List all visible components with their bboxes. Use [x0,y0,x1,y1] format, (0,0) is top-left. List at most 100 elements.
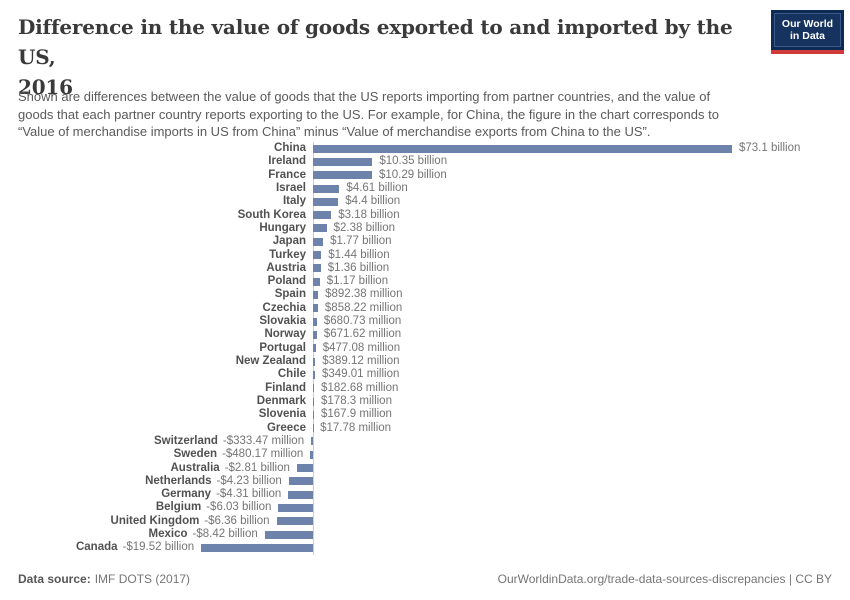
chart-row: Switzerland -$333.47 million [0,435,850,448]
bar[interactable] [311,437,313,446]
value-label: -$333.47 million [222,434,305,447]
bar[interactable] [296,464,313,473]
value-label: $349.01 million [322,368,400,381]
bar[interactable] [313,397,315,406]
bar[interactable] [313,357,316,366]
country-label: Australia [170,461,220,474]
subtitle-line-3: “Value of merchandise imports in US from… [18,124,651,139]
bar[interactable] [313,237,324,246]
country-label: Chile [277,368,306,381]
value-label: $477.08 million [322,341,401,354]
country-value-group: Mexico -$8.42 billion [149,528,258,541]
country-label: China [274,142,306,154]
title-line-1: Difference in the value of goods exporte… [18,15,733,69]
value-label: -$2.81 billion [224,461,290,474]
chart-row: United Kingdom -$6.36 billion [0,515,850,528]
country-label: Ireland [268,155,306,168]
value-label: $892.38 million [325,288,403,301]
chart-row: Austria $1.36 billion [0,262,850,275]
bar[interactable] [313,370,315,379]
bar[interactable] [310,450,313,459]
bar[interactable] [264,530,313,539]
bar[interactable] [313,184,340,193]
chart-row: Chile $349.01 million [0,368,850,381]
bar[interactable] [313,171,372,180]
value-label: $1.77 billion [330,235,392,248]
value-label: $3.18 billion [338,208,400,221]
chart-row: Hungary $2.38 billion [0,222,850,235]
bar[interactable] [288,477,313,486]
country-label: France [268,168,306,181]
country-label: Denmark [256,394,306,407]
bar[interactable] [313,410,314,419]
value-label: -$8.42 billion [192,528,258,541]
country-label: Austria [266,261,306,274]
country-value-group: Belgium -$6.03 billion [156,501,272,514]
chart-row: Belgium -$6.03 billion [0,501,850,514]
bar[interactable] [313,211,332,220]
data-source-value: IMF DOTS (2017) [94,572,191,586]
bar[interactable] [313,224,327,233]
bar[interactable] [276,517,313,526]
bar[interactable] [288,490,313,499]
value-label: $73.1 billion [739,142,801,154]
country-label: New Zealand [235,355,306,367]
country-label: Belgium [155,501,202,514]
credit-link[interactable]: OurWorldinData.org/trade-data-sources-di… [497,572,832,586]
bar[interactable] [313,144,732,153]
value-label: $671.62 million [323,328,402,341]
bar[interactable] [201,543,313,552]
country-label: Canada [75,541,118,554]
bar[interactable] [313,384,315,393]
bar[interactable] [313,304,318,313]
value-label: -$480.17 million [222,448,304,461]
country-label: South Korea [237,208,306,221]
value-label: $1.44 billion [328,248,390,261]
bar-chart: China $73.1 billion Ireland $10.35 billion F… [0,142,850,555]
value-label: -$19.52 billion [122,541,195,554]
country-label: Finland [265,381,306,394]
bar[interactable] [278,504,313,513]
chart-row: Slovakia $680.73 million [0,315,850,328]
chart-row: Poland $1.17 billion [0,275,850,288]
country-label: Czechia [262,301,306,314]
country-label: Slovenia [258,408,306,421]
bar[interactable] [313,197,339,206]
chart-row: South Korea $3.18 billion [0,209,850,222]
value-label: $2.38 billion [333,221,396,234]
country-label: Norway [264,328,306,341]
chart-row: New Zealand $389.12 million [0,355,850,368]
chart-row: Slovenia $167.9 million [0,408,850,421]
country-label: Switzerland [154,434,218,447]
chart-row: Portugal $477.08 million [0,342,850,355]
bar[interactable] [313,264,321,273]
bar[interactable] [313,330,317,339]
owid-logo[interactable]: Our World in Data [771,10,844,54]
country-label: Israel [275,181,306,194]
subtitle-line-2: goods that each partner country reports … [18,106,719,122]
value-label: $680.73 million [323,315,402,328]
chart-row: Spain $892.38 million [0,288,850,301]
bar[interactable] [313,344,316,353]
value-label: -$4.23 billion [216,474,282,487]
bar[interactable] [313,251,322,260]
bar[interactable] [313,291,319,300]
chart-row: Italy $4.4 billion [0,195,850,208]
chart-row: Norway $671.62 million [0,328,850,341]
bar[interactable] [313,157,373,166]
chart-row: Turkey $1.44 billion [0,249,850,262]
chart-subtitle: Shown are differences between the value … [18,88,832,141]
chart-row: Greece $17.78 million [0,422,850,435]
country-label: Spain [274,288,306,301]
bar[interactable] [313,277,320,286]
value-label: $17.78 million [320,421,392,434]
chart-row: Ireland $10.35 billion [0,155,850,168]
country-label: Japan [272,235,306,248]
country-label: Germany [161,488,212,501]
country-value-group: Germany -$4.31 billion [161,488,281,501]
bar[interactable] [313,317,317,326]
chart-row: France $10.29 billion [0,169,850,182]
chart-row: Denmark $178.3 million [0,395,850,408]
subtitle-line-1: Shown are differences between the value … [18,89,711,104]
